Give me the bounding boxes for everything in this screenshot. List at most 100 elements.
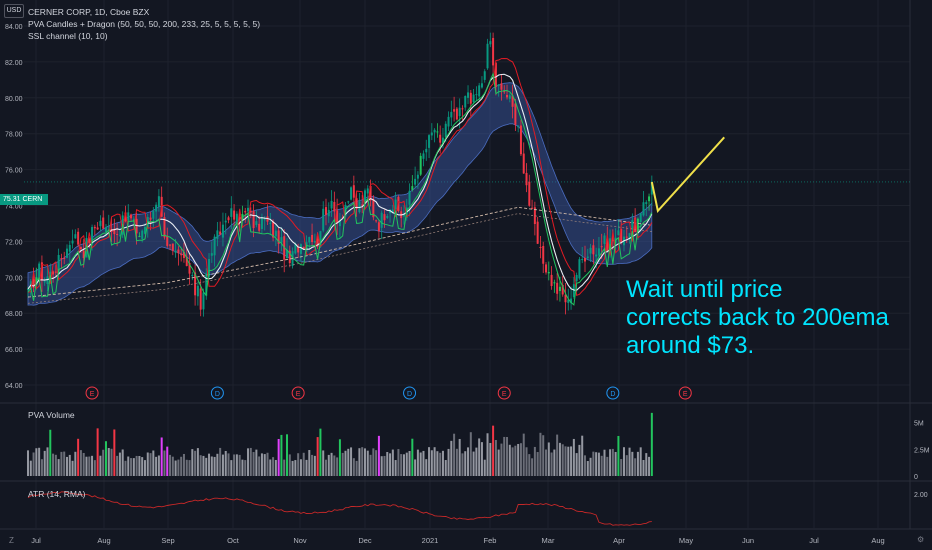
candle-body: [480, 83, 483, 88]
volume-bar: [330, 452, 333, 476]
candle-body: [277, 230, 280, 244]
volume-bar: [316, 437, 319, 476]
candle-body: [536, 221, 539, 244]
symbol-line[interactable]: CERNER CORP, 1D, Cboe BZX: [28, 7, 150, 17]
volume-bar: [592, 451, 595, 476]
candle-body: [631, 220, 634, 230]
currency-badge[interactable]: USD: [4, 4, 24, 18]
price-tick-label: 72.00: [5, 239, 23, 246]
volume-bar: [40, 459, 43, 476]
volume-pane-title[interactable]: PVA Volume: [28, 410, 75, 420]
ssl-up-line: [27, 71, 653, 306]
volume-bar: [377, 435, 380, 476]
volume-bar: [93, 460, 96, 476]
volume-bar: [297, 453, 300, 476]
volume-bar: [450, 440, 453, 476]
volume-bar: [383, 455, 386, 476]
indicator-lines: [27, 57, 653, 306]
candle-body: [299, 244, 302, 254]
volume-bar: [286, 434, 289, 476]
event-marker-label: E: [683, 391, 688, 398]
candle-body: [467, 92, 470, 98]
price-tick-label: 66.00: [5, 347, 23, 354]
volume-bar: [620, 459, 623, 476]
candle-body: [74, 234, 77, 239]
candle-body: [464, 95, 467, 108]
candle-body: [177, 249, 180, 254]
candle-body: [383, 214, 386, 221]
annotation-text[interactable]: Wait until price corrects back to 200ema…: [626, 276, 889, 360]
volume-bar: [539, 432, 542, 476]
volume-bar: [422, 450, 425, 476]
candle-body: [611, 239, 614, 242]
candle-body: [553, 282, 556, 284]
candle-body: [104, 227, 107, 232]
candle-body: [625, 236, 628, 238]
candle-body: [639, 213, 642, 222]
candle-body: [556, 282, 559, 294]
volume-bar: [606, 456, 609, 476]
volume-bar: [478, 438, 481, 476]
gear-icon[interactable]: ⚙: [917, 535, 925, 544]
event-marker-label: D: [215, 391, 220, 398]
indicator-legend-pva[interactable]: PVA Candles + Dragon (50, 50, 50, 200, 2…: [28, 19, 261, 29]
candle-body: [57, 255, 60, 275]
volume-bar: [177, 459, 180, 476]
candle-body: [519, 125, 522, 155]
atr-pane: 2.00: [27, 491, 928, 526]
candle-body: [333, 202, 336, 212]
candle-body: [149, 217, 152, 220]
candle-body: [352, 185, 355, 198]
volume-bar: [157, 455, 160, 476]
event-marker-label: D: [407, 391, 412, 398]
volume-bar: [155, 456, 158, 476]
candle-body: [249, 210, 252, 213]
volume-bar: [636, 451, 639, 476]
candle-body: [82, 250, 85, 258]
candle-body: [386, 215, 389, 218]
volume-bar: [528, 454, 531, 476]
candle-body: [517, 126, 520, 128]
volume-bar: [428, 447, 431, 476]
candle-body: [592, 245, 595, 255]
annotation-line-1: Wait until price: [626, 276, 783, 303]
volume-bar: [611, 448, 614, 476]
volume-bar: [104, 441, 107, 476]
volume-bar: [397, 449, 400, 476]
candle-body: [155, 204, 158, 212]
user-drawing[interactable]: [650, 136, 725, 214]
dragon-band-fill: [27, 82, 653, 306]
indicator-legend-ssl[interactable]: SSL channel (10, 10): [28, 31, 108, 41]
time-tick-label: Sep: [161, 536, 174, 545]
candle-body: [500, 83, 503, 90]
volume-bar: [71, 460, 74, 476]
volume-bar: [634, 458, 637, 476]
volume-bar: [319, 428, 322, 476]
volume-bar: [506, 437, 509, 476]
volume-bar: [118, 452, 121, 476]
candle-body: [567, 299, 570, 303]
timezone-button[interactable]: Z: [9, 536, 14, 545]
volume-bar: [444, 460, 447, 476]
candle-body: [163, 217, 166, 238]
volume-bar: [185, 459, 188, 476]
candle-body: [196, 285, 199, 297]
candle-body: [286, 249, 289, 259]
candle-body: [60, 258, 63, 260]
volume-bar: [247, 448, 250, 476]
event-marker-circle: [210, 386, 224, 400]
candle-body: [302, 246, 305, 249]
volume-bar: [347, 448, 350, 476]
volume-bar: [32, 452, 35, 476]
price-tick-label: 68.00: [5, 311, 23, 318]
time-tick-label: Dec: [358, 536, 372, 545]
atr-pane-title[interactable]: ATR (14, RMA): [28, 489, 86, 499]
volume-bar: [430, 450, 433, 476]
volume-bar: [533, 446, 536, 476]
candle-body: [547, 271, 550, 274]
candle-body: [210, 253, 213, 256]
volume-bar: [461, 453, 464, 476]
event-marker-label: D: [610, 391, 615, 398]
volume-bar: [447, 448, 450, 476]
